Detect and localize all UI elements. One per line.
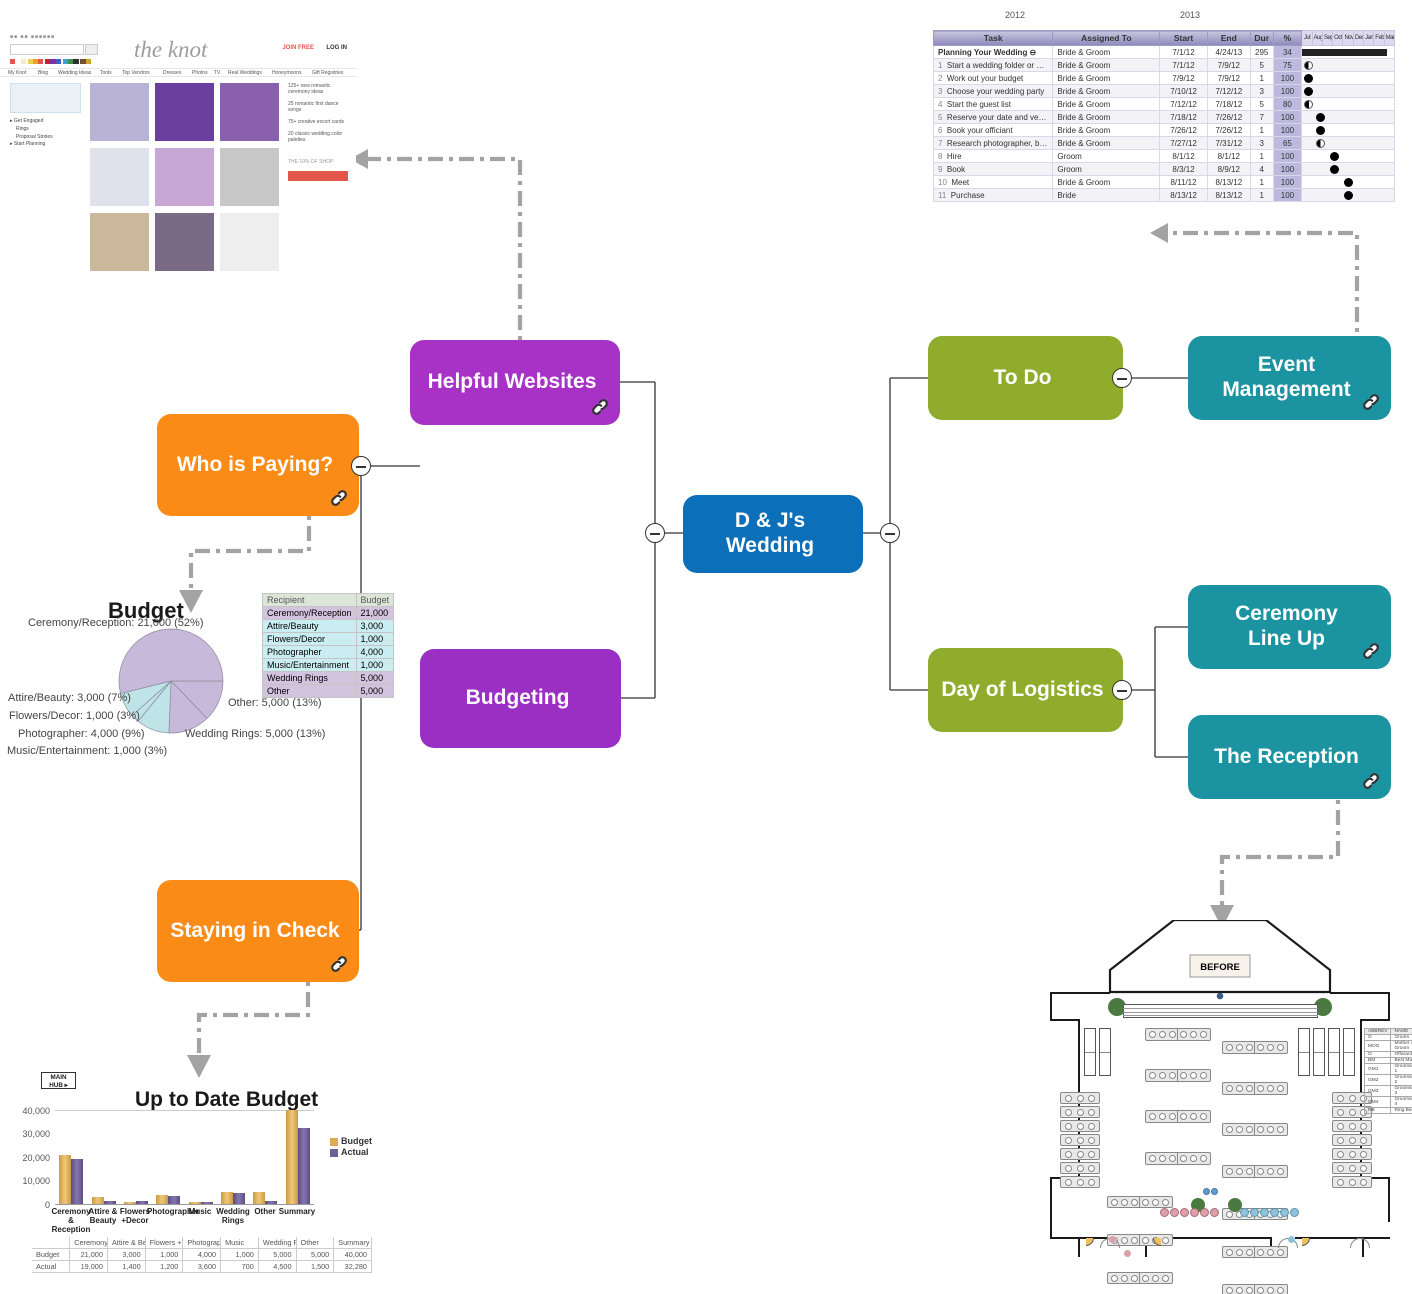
svg-text:BEFORE: BEFORE bbox=[1200, 962, 1240, 973]
